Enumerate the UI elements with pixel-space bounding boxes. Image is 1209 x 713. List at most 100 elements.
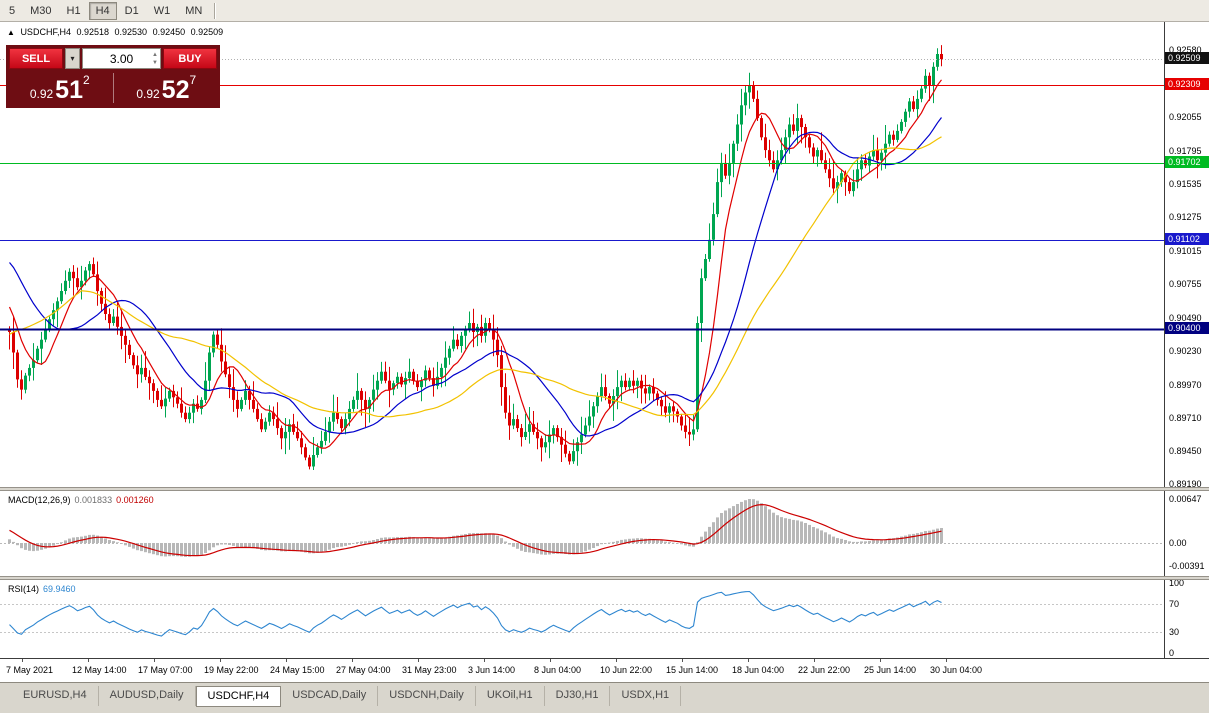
macd-axis-label: 0.00 bbox=[1169, 538, 1187, 548]
time-axis-label: 18 Jun 04:00 bbox=[732, 665, 785, 675]
ma-line-40 bbox=[9, 136, 942, 418]
ask-small-digits: 0.92 bbox=[136, 87, 160, 101]
timeframe-button-5[interactable]: 5 bbox=[9, 4, 16, 17]
timeframe-button-mn[interactable]: MN bbox=[185, 4, 203, 17]
ask-pip-digit: 7 bbox=[189, 73, 197, 87]
time-axis-tick bbox=[814, 659, 815, 662]
bid-small-digits: 0.92 bbox=[29, 87, 54, 101]
open-value: 0.92518 bbox=[76, 27, 110, 37]
ma-line-21 bbox=[9, 117, 942, 437]
macd-axis-label: 0.00647 bbox=[1169, 494, 1202, 504]
price-axis[interactable]: 0.92580 0.92055 0.91795 0.91535 0.91275 0.910… bbox=[1164, 22, 1209, 658]
price-axis-label: 0.89450 bbox=[1169, 446, 1202, 456]
chart-tab-usdcad-daily[interactable]: USDCAD,Daily bbox=[281, 686, 379, 706]
price-axis-label: 0.91015 bbox=[1169, 246, 1202, 256]
time-axis-label: 22 Jun 22:00 bbox=[798, 665, 851, 675]
time-axis-label: 24 May 15:00 bbox=[270, 665, 325, 675]
symbol-period-label: USDCHF,H4 bbox=[20, 27, 71, 37]
ohlc-readout: ▲ USDCHF,H4 0.92518 0.92530 0.92450 0.92… bbox=[7, 27, 226, 37]
rsi-value: 69.9460 bbox=[43, 584, 76, 594]
timeframe-button-m30[interactable]: M30 bbox=[30, 4, 52, 17]
chart-tab-usdx-h1[interactable]: USDX,H1 bbox=[610, 686, 682, 706]
toolbar-separator bbox=[214, 2, 217, 19]
volume-value: 3.00 bbox=[109, 51, 134, 66]
chart-tab-ukoil-h1[interactable]: UKOil,H1 bbox=[476, 686, 545, 706]
rsi-title-text: RSI(14) bbox=[8, 584, 40, 594]
volume-steppers[interactable]: ▲ ▼ bbox=[152, 51, 158, 67]
price-axis-label: 0.91275 bbox=[1169, 212, 1202, 222]
ask-price-display: 0.92 52 7 bbox=[116, 71, 218, 105]
time-axis-tick bbox=[22, 659, 23, 662]
chart-tab-dj30-h1[interactable]: DJ30,H1 bbox=[545, 686, 611, 706]
time-axis-tick bbox=[748, 659, 749, 662]
low-value: 0.92450 bbox=[152, 27, 186, 37]
macd-title-text: MACD(12,26,9) bbox=[8, 495, 71, 505]
chart-tab-usdcnh-daily[interactable]: USDCNH,Daily bbox=[378, 686, 476, 706]
rsi-axis-label: 0 bbox=[1169, 648, 1175, 658]
price-axis-label: 0.89970 bbox=[1169, 380, 1202, 390]
time-axis-tick bbox=[220, 659, 221, 662]
chart-tab-usdchf-h4[interactable]: USDCHF,H4 bbox=[195, 686, 282, 707]
timeframe-button-h1[interactable]: H1 bbox=[66, 4, 81, 17]
chart-tab-audusd-daily[interactable]: AUDUSD,Daily bbox=[99, 686, 196, 706]
panel-splitter[interactable] bbox=[0, 576, 1209, 580]
price-axis-label: 0.89710 bbox=[1169, 413, 1202, 423]
macd-panel[interactable] bbox=[0, 491, 1165, 576]
time-axis-label: 10 Jun 22:00 bbox=[600, 665, 653, 675]
bid-big-digits: 51 bbox=[55, 76, 83, 104]
last-price-price-badge: 0.92509 bbox=[1165, 52, 1209, 64]
macd-signal-line bbox=[9, 503, 942, 557]
timeframe-toolbar: 5 M30 H1 H4 D1 W1 MN bbox=[0, 0, 1209, 22]
time-axis-tick bbox=[616, 659, 617, 662]
volume-decrease-icon[interactable]: ▼ bbox=[152, 60, 158, 66]
collapse-trade-panel-icon[interactable]: ▲ bbox=[7, 28, 15, 37]
price-axis-label: 0.89190 bbox=[1169, 479, 1202, 489]
chart-tabs-bar: EURUSD,H4 AUDUSD,Daily USDCHF,H4 USDCAD,Dai… bbox=[0, 682, 1209, 713]
close-value: 0.92509 bbox=[190, 27, 224, 37]
time-axis-label: 8 Jun 04:00 bbox=[534, 665, 582, 675]
main-chart-canvas[interactable] bbox=[0, 22, 1165, 487]
one-click-trade-panel: SELL ▾ 3.00 ▲ ▼ BUY 0.92 51 2 0.92 52 7 bbox=[6, 45, 220, 108]
timeframe-button-d1[interactable]: D1 bbox=[124, 4, 139, 17]
time-axis-tick bbox=[946, 659, 947, 662]
support-line-green-price-badge: 0.91702 bbox=[1165, 156, 1209, 168]
volume-increase-icon[interactable]: ▲ bbox=[152, 52, 158, 58]
time-axis-tick bbox=[880, 659, 881, 662]
price-axis-label: 0.90230 bbox=[1169, 346, 1202, 356]
macd-main-value: 0.001833 bbox=[74, 495, 113, 505]
price-axis-label: 0.92580 bbox=[1169, 45, 1202, 55]
time-axis-tick bbox=[88, 659, 89, 662]
ask-big-digits: 52 bbox=[161, 76, 190, 104]
price-axis-label: 0.92055 bbox=[1169, 112, 1202, 122]
time-axis-tick bbox=[682, 659, 683, 662]
time-axis[interactable]: 7 May 2021 12 May 14:00 17 May 07:00 19 May… bbox=[0, 658, 1209, 682]
volume-input[interactable]: 3.00 ▲ ▼ bbox=[82, 48, 161, 69]
time-axis-label: 7 May 2021 bbox=[6, 665, 54, 675]
time-axis-tick bbox=[484, 659, 485, 662]
panel-splitter[interactable] bbox=[0, 487, 1209, 491]
buy-button[interactable]: BUY bbox=[163, 48, 217, 69]
time-axis-label: 25 Jun 14:00 bbox=[864, 665, 917, 675]
price-axis-label: 0.90490 bbox=[1169, 313, 1202, 323]
time-axis-label: 27 May 04:00 bbox=[336, 665, 391, 675]
time-axis-label: 30 Jun 04:00 bbox=[930, 665, 983, 675]
time-axis-label: 31 May 23:00 bbox=[402, 665, 457, 675]
support-line-navy-price-badge: 0.90400 bbox=[1165, 322, 1209, 334]
timeframe-button-h4[interactable]: H4 bbox=[88, 1, 117, 20]
timeframe-button-w1[interactable]: W1 bbox=[153, 4, 171, 17]
resistance-line-red-price-badge: 0.92309 bbox=[1165, 78, 1209, 90]
bid-pip-digit: 2 bbox=[82, 73, 90, 87]
support-line-blue-price-badge: 0.91102 bbox=[1165, 233, 1209, 245]
volume-dropdown-button[interactable]: ▾ bbox=[65, 48, 80, 69]
sell-button[interactable]: SELL bbox=[9, 48, 63, 69]
price-axis-label: 0.91535 bbox=[1169, 179, 1202, 189]
time-axis-tick bbox=[418, 659, 419, 662]
time-axis-tick bbox=[286, 659, 287, 662]
rsi-axis-label: 30 bbox=[1169, 627, 1180, 637]
ma-line-8 bbox=[8, 79, 942, 449]
rsi-panel[interactable] bbox=[0, 580, 1165, 658]
rsi-axis-label: 100 bbox=[1169, 578, 1185, 588]
time-axis-tick bbox=[352, 659, 353, 662]
chart-tab-eurusd-h4[interactable]: EURUSD,H4 bbox=[12, 686, 99, 706]
